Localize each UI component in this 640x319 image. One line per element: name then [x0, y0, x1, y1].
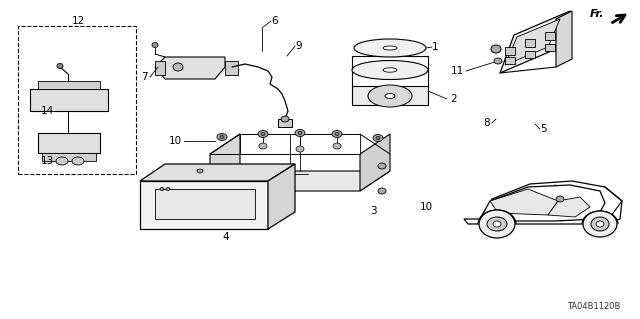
- Text: 6: 6: [271, 16, 278, 26]
- Ellipse shape: [298, 131, 302, 135]
- Ellipse shape: [494, 58, 502, 64]
- Ellipse shape: [217, 133, 227, 140]
- Ellipse shape: [220, 136, 224, 138]
- Polygon shape: [464, 181, 622, 224]
- Polygon shape: [140, 164, 295, 181]
- Ellipse shape: [259, 143, 267, 149]
- Ellipse shape: [385, 93, 395, 99]
- Ellipse shape: [152, 42, 158, 48]
- Ellipse shape: [352, 61, 428, 79]
- Ellipse shape: [197, 169, 203, 173]
- Ellipse shape: [333, 143, 341, 149]
- Ellipse shape: [261, 132, 265, 136]
- Ellipse shape: [354, 39, 426, 57]
- Ellipse shape: [493, 221, 501, 227]
- Ellipse shape: [591, 217, 609, 231]
- Ellipse shape: [383, 46, 397, 50]
- Ellipse shape: [368, 85, 412, 107]
- Polygon shape: [548, 197, 590, 217]
- Ellipse shape: [296, 146, 304, 152]
- Polygon shape: [140, 181, 268, 229]
- Polygon shape: [545, 32, 555, 40]
- Text: 5: 5: [540, 124, 547, 134]
- Text: 13: 13: [41, 156, 54, 166]
- Polygon shape: [352, 86, 428, 105]
- Bar: [155, 189, 255, 219]
- Text: 12: 12: [72, 16, 84, 26]
- Polygon shape: [500, 11, 570, 73]
- Ellipse shape: [211, 168, 219, 174]
- Text: 10: 10: [420, 202, 433, 212]
- Ellipse shape: [487, 217, 507, 231]
- Bar: [18, 26, 136, 174]
- Text: Fr.: Fr.: [590, 9, 605, 19]
- Polygon shape: [38, 81, 100, 89]
- Polygon shape: [505, 47, 515, 55]
- Polygon shape: [210, 134, 240, 191]
- Ellipse shape: [596, 221, 604, 227]
- Polygon shape: [155, 61, 165, 75]
- Text: 2: 2: [450, 94, 456, 104]
- Ellipse shape: [383, 68, 397, 72]
- Text: 10: 10: [169, 136, 182, 146]
- Text: 14: 14: [41, 106, 54, 116]
- Polygon shape: [556, 11, 572, 67]
- Text: 1: 1: [432, 42, 438, 52]
- Polygon shape: [30, 89, 108, 111]
- Bar: [352, 56, 428, 87]
- Text: 11: 11: [451, 66, 464, 76]
- Polygon shape: [525, 39, 535, 47]
- Ellipse shape: [281, 116, 289, 122]
- Ellipse shape: [491, 45, 501, 53]
- Polygon shape: [480, 185, 605, 221]
- Polygon shape: [278, 119, 292, 127]
- Ellipse shape: [72, 157, 84, 165]
- Polygon shape: [525, 51, 535, 58]
- Ellipse shape: [479, 210, 515, 238]
- Ellipse shape: [258, 130, 268, 137]
- Polygon shape: [505, 57, 515, 64]
- Text: 3: 3: [370, 206, 376, 216]
- Text: 7: 7: [141, 72, 148, 82]
- Text: 8: 8: [483, 118, 490, 128]
- Polygon shape: [545, 44, 555, 51]
- Polygon shape: [225, 61, 238, 75]
- Polygon shape: [268, 164, 295, 229]
- Polygon shape: [38, 133, 100, 153]
- Ellipse shape: [160, 188, 164, 190]
- Text: 9: 9: [295, 41, 301, 51]
- Ellipse shape: [556, 196, 564, 202]
- Ellipse shape: [56, 157, 68, 165]
- Polygon shape: [210, 171, 390, 191]
- Text: 4: 4: [222, 232, 228, 242]
- Ellipse shape: [295, 130, 305, 137]
- Ellipse shape: [57, 63, 63, 69]
- Text: TA04B1120B: TA04B1120B: [566, 302, 620, 311]
- Polygon shape: [490, 189, 558, 215]
- Polygon shape: [360, 134, 390, 191]
- Ellipse shape: [373, 135, 383, 142]
- Ellipse shape: [378, 188, 386, 194]
- Ellipse shape: [583, 211, 617, 237]
- Ellipse shape: [378, 163, 386, 169]
- Ellipse shape: [173, 63, 183, 71]
- Ellipse shape: [332, 130, 342, 137]
- Polygon shape: [155, 57, 225, 79]
- Ellipse shape: [335, 132, 339, 136]
- Ellipse shape: [376, 137, 380, 139]
- Ellipse shape: [166, 188, 170, 190]
- Polygon shape: [42, 153, 96, 161]
- Polygon shape: [505, 19, 560, 65]
